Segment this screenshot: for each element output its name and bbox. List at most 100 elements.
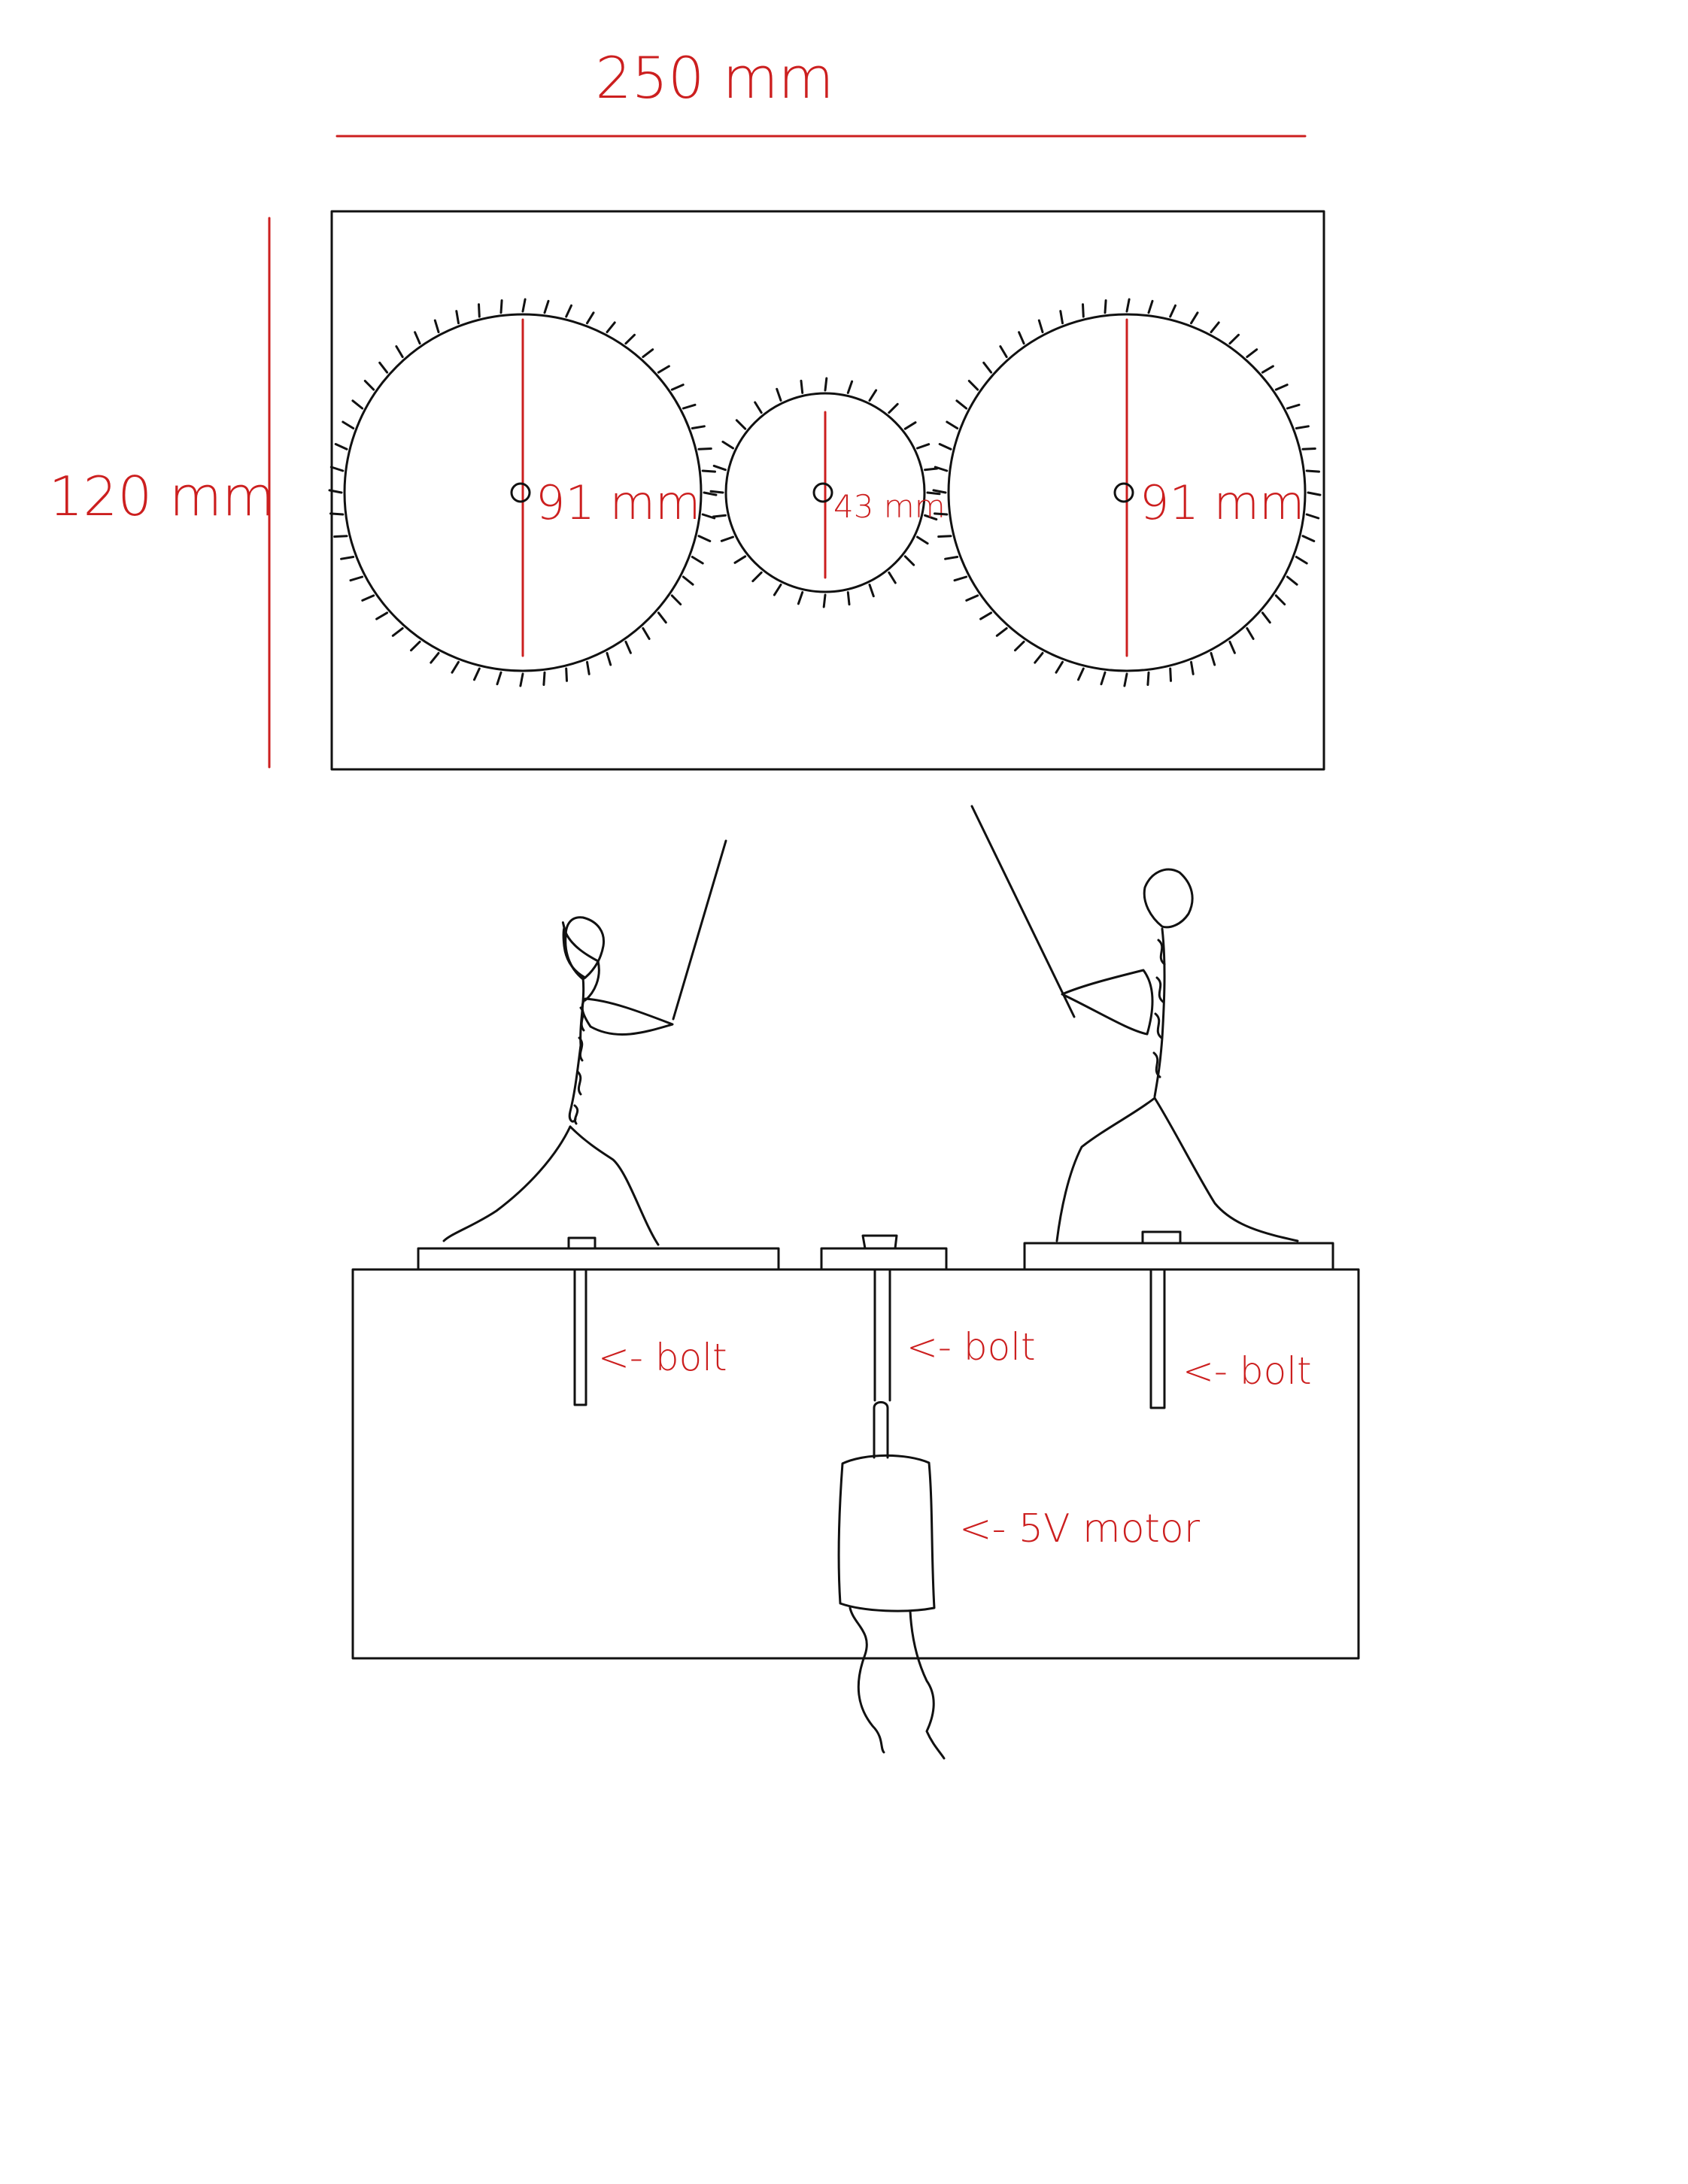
gear-tooth bbox=[953, 575, 968, 582]
gear-tooth bbox=[691, 556, 704, 565]
gear-tooth bbox=[1246, 348, 1258, 359]
right-gear-axle-hole bbox=[1113, 482, 1134, 503]
gear-tooth bbox=[982, 361, 993, 374]
gear-tooth bbox=[1082, 303, 1085, 318]
gear-tooth bbox=[937, 535, 952, 538]
left-bolt-label: <- bolt bbox=[598, 1336, 727, 1379]
gear-tooth bbox=[478, 303, 481, 318]
gear-tooth bbox=[1169, 304, 1176, 318]
right-figure-leg-left bbox=[1055, 1097, 1156, 1242]
left-gear-circle bbox=[343, 313, 703, 672]
gear-tooth bbox=[1123, 672, 1128, 687]
center-gear-teeth bbox=[709, 377, 941, 608]
motor: <- 5V motor bbox=[837, 1401, 1201, 1760]
gear-tooth bbox=[868, 389, 878, 402]
left-figure-head-detail bbox=[561, 921, 600, 1002]
left-bolt: <- bolt bbox=[573, 1268, 727, 1406]
left-gear-axle-hole bbox=[510, 482, 531, 503]
right-bolt: <- bolt bbox=[1149, 1268, 1312, 1409]
gear-tooth bbox=[995, 626, 1008, 637]
gear-tooth bbox=[565, 304, 572, 318]
gear-tooth bbox=[624, 333, 636, 345]
left-platform bbox=[417, 1236, 780, 1269]
gear-tooth bbox=[822, 593, 827, 608]
gear-tooth bbox=[521, 298, 527, 313]
gear-tooth bbox=[455, 310, 460, 325]
gear-tooth bbox=[670, 594, 682, 605]
gear-tooth bbox=[451, 660, 460, 674]
gear-tooth bbox=[697, 535, 712, 542]
gear-tooth bbox=[433, 319, 440, 334]
gear-tooth bbox=[1261, 365, 1274, 374]
width-dimension: 250 mm bbox=[335, 44, 1307, 138]
gear-tooth bbox=[375, 611, 389, 620]
left-platform-hub bbox=[567, 1236, 597, 1250]
gear-tooth bbox=[496, 671, 502, 686]
gear-tooth bbox=[720, 535, 734, 542]
right-platform-plate bbox=[1023, 1242, 1334, 1269]
gear-tooth bbox=[1210, 321, 1220, 334]
left-figure-coils bbox=[573, 1006, 585, 1125]
center-bolt: <- bolt bbox=[873, 1268, 1036, 1402]
gear-tooth bbox=[1295, 556, 1308, 565]
left-platform-plate bbox=[417, 1247, 780, 1269]
gear-tooth bbox=[1305, 513, 1320, 520]
gear-tooth bbox=[1147, 299, 1154, 314]
gear-tooth bbox=[565, 667, 568, 682]
gear-tooth bbox=[499, 299, 503, 314]
gear-tooth bbox=[624, 640, 632, 654]
gear-tooth bbox=[773, 584, 782, 596]
gear-tooth bbox=[797, 591, 804, 605]
gear-tooth bbox=[1146, 671, 1150, 686]
gear-tooth bbox=[391, 626, 404, 637]
gear-tooth bbox=[642, 348, 654, 359]
gear-tooth bbox=[916, 443, 931, 450]
gear-tooth bbox=[395, 345, 404, 359]
gear-tooth bbox=[800, 379, 804, 394]
left-figure bbox=[442, 839, 727, 1246]
gear-tooth bbox=[519, 672, 524, 687]
center-platform-plate bbox=[820, 1247, 948, 1269]
gear-tooth bbox=[999, 345, 1008, 359]
right-gear-circle bbox=[947, 313, 1307, 672]
gear-tooth bbox=[932, 489, 947, 494]
gear-tooth bbox=[1301, 447, 1316, 450]
gear-tooth bbox=[733, 555, 747, 564]
gear-tooth bbox=[410, 640, 421, 652]
gear-tooth bbox=[888, 402, 899, 414]
gear-tooth bbox=[1228, 640, 1236, 654]
gear-tooth bbox=[701, 513, 716, 520]
gear-tooth bbox=[1286, 575, 1298, 586]
center-bolt-shaft bbox=[873, 1268, 891, 1402]
motor-wire-right bbox=[909, 1609, 946, 1760]
gear-tooth bbox=[1100, 671, 1107, 686]
gear-tooth bbox=[1307, 491, 1322, 496]
gear-tooth bbox=[955, 399, 968, 410]
center-gear-axle-hole bbox=[812, 482, 833, 503]
left-bolt-shaft bbox=[573, 1268, 587, 1406]
gear-tooth bbox=[586, 311, 595, 325]
motor-body bbox=[837, 1454, 936, 1612]
gear-tooth bbox=[414, 331, 421, 345]
motor-wire-left bbox=[849, 1606, 885, 1754]
gear-tooth bbox=[1034, 651, 1044, 664]
center-gear-diameter-label: 43 mm bbox=[833, 488, 946, 525]
gear-tooth bbox=[1125, 298, 1131, 313]
gear-tooth bbox=[926, 491, 941, 496]
gear-tooth bbox=[1286, 403, 1301, 410]
right-figure-leg-right bbox=[1153, 1097, 1299, 1242]
right-figure-rod bbox=[970, 805, 1076, 1018]
gear-tooth bbox=[944, 556, 959, 560]
right-gear-diameter-label: 91 mm bbox=[1140, 475, 1304, 530]
gear-tooth bbox=[888, 571, 897, 584]
right-figure bbox=[970, 805, 1299, 1242]
gear-tooth bbox=[916, 535, 929, 545]
height-dimension: 120 mm bbox=[49, 217, 275, 769]
gear-tooth bbox=[735, 419, 747, 430]
right-bolt-shaft bbox=[1149, 1268, 1166, 1409]
gear-tooth bbox=[1274, 384, 1289, 391]
gear-tooth bbox=[351, 399, 364, 410]
gear-tooth bbox=[1190, 660, 1195, 675]
height-label: 120 mm bbox=[49, 465, 275, 528]
center-bolt-label: <- bolt bbox=[906, 1325, 1036, 1369]
